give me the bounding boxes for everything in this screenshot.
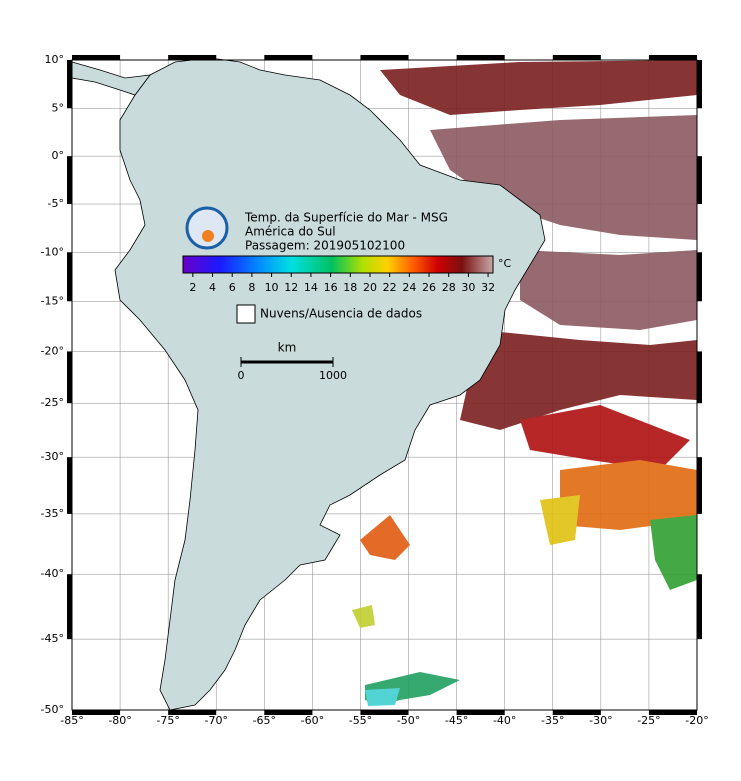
lat-tick-label: -15° [41, 294, 64, 307]
lon-tick-label: -55° [349, 714, 372, 727]
lat-tick-label: -40° [41, 567, 64, 580]
frame-segment [697, 156, 702, 205]
colorbar-tick-label: 22 [383, 281, 397, 294]
frame-segment [360, 710, 409, 715]
frame-segment [67, 252, 72, 302]
title-line: América do Sul [245, 225, 336, 239]
lon-tick-label: -50° [397, 714, 420, 727]
colorbar-tick-label: 26 [422, 281, 436, 294]
frame-segment [552, 55, 601, 60]
sst-patch [460, 330, 697, 430]
sst-patch [540, 495, 580, 545]
frame-segment [456, 710, 505, 715]
frame-segment [168, 55, 217, 60]
sst-patch [430, 115, 697, 240]
lon-tick-label: -30° [589, 714, 612, 727]
colorbar-tick-label: 30 [461, 281, 475, 294]
frame-segment [67, 156, 72, 205]
frame-segment [697, 457, 702, 514]
scale-unit: km [278, 341, 297, 355]
frame-segment [648, 55, 697, 60]
colorbar [182, 255, 494, 274]
frame-segment [456, 55, 505, 60]
frame-segment [697, 252, 702, 302]
sst-patch [380, 60, 697, 115]
lon-tick-label: -85° [60, 714, 83, 727]
colorbar-tick-label: 28 [442, 281, 456, 294]
sst-patch [360, 515, 410, 560]
colorbar-tick-label: 12 [284, 281, 298, 294]
frame-segment [697, 60, 702, 109]
frame-segment [67, 574, 72, 640]
lat-tick-label: 0° [52, 149, 65, 162]
logo [185, 206, 229, 250]
colorbar-tick-label: 16 [324, 281, 338, 294]
legend-box [236, 304, 256, 324]
frame-segment [67, 60, 72, 109]
axes: -85° -80° -75° -70° -65° -60° -55° -50° -45° -40°… [41, 53, 709, 727]
lon-tick-label: -35° [541, 714, 564, 727]
lon-tick-label: -65° [253, 714, 276, 727]
colorbar-unit: °C [498, 257, 512, 270]
lat-tick-label: 5° [52, 101, 65, 114]
sst-patch [365, 688, 400, 706]
frame-segment [264, 710, 313, 715]
map-frame [71, 59, 698, 711]
lon-tick-label: -75° [156, 714, 179, 727]
lon-tick-label: -45° [445, 714, 468, 727]
lat-tick-label: -10° [41, 245, 64, 258]
colorbar-tick-label: 18 [343, 281, 357, 294]
frame-segment [697, 574, 702, 640]
frame-segment [72, 710, 121, 715]
lat-tick-label: -50° [41, 703, 64, 716]
scale-tick-label: 0 [238, 369, 245, 382]
colorbar-tick-label: 6 [229, 281, 236, 294]
title-line: Passagem: 201905102100 [245, 239, 405, 253]
colorbar-tick-label: 24 [402, 281, 416, 294]
lat-tick-label: -45° [41, 632, 64, 645]
title-line: Temp. da Superfície do Mar - MSG [244, 211, 448, 225]
sst-patches [352, 60, 697, 706]
colorbar-tick-label: 4 [209, 281, 216, 294]
lon-tick-label: -25° [637, 714, 660, 727]
sst-patch [560, 460, 697, 530]
lat-tick-label: 10° [45, 53, 65, 66]
sst-patch [520, 250, 697, 330]
logo-dot [202, 230, 214, 242]
lat-tick-label: -30° [41, 450, 64, 463]
lat-tick-label: -35° [41, 507, 64, 520]
frame-segment [72, 55, 121, 60]
land [71, 61, 151, 96]
sst-patch [520, 405, 690, 470]
sst-patch [352, 605, 375, 628]
frame-segment [67, 351, 72, 404]
lat-tick-label: -25° [41, 396, 64, 409]
lon-tick-label: -80° [108, 714, 131, 727]
frame-segment [360, 55, 409, 60]
frame-segment [697, 351, 702, 404]
frame-segment [552, 710, 601, 715]
frame-segment [648, 710, 697, 715]
frame-segment [67, 457, 72, 514]
colorbar-tick-label: 10 [265, 281, 279, 294]
frame-segment [168, 710, 217, 715]
colorbar-tick-label: 20 [363, 281, 377, 294]
lat-tick-label: -20° [41, 344, 64, 357]
colorbar-tick-label: 32 [481, 281, 495, 294]
sst-patch [650, 515, 697, 590]
colorbar-tick-label: 14 [304, 281, 318, 294]
lat-tick-label: -5° [48, 197, 64, 210]
colorbar-tick-label: 2 [189, 281, 196, 294]
legend-text: Nuvens/Ausencia de dados [260, 307, 422, 321]
lon-tick-label: -20° [685, 714, 708, 727]
colorbar-tick-label: 8 [248, 281, 255, 294]
frame-segment [264, 55, 313, 60]
scale-tick-label: 1000 [319, 369, 347, 382]
lon-tick-label: -60° [301, 714, 324, 727]
lon-tick-label: -40° [493, 714, 516, 727]
lon-tick-label: -70° [204, 714, 227, 727]
